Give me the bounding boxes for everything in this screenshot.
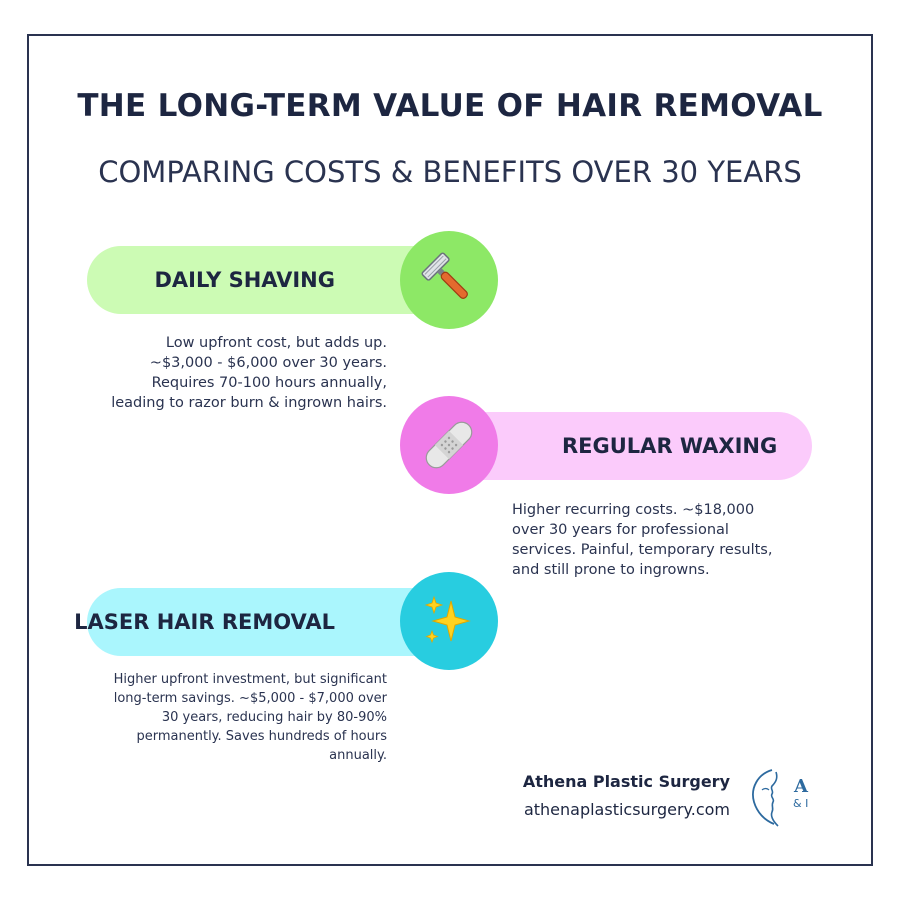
waxing-circle	[400, 396, 498, 494]
laser-description: Higher upfront investment, but significa…	[87, 670, 387, 765]
laser-description-line: Higher upfront investment, but significa…	[113, 672, 387, 687]
infographic-frame	[27, 34, 873, 866]
waxing-description: Higher recurring costs. ~$18,000 over 30…	[512, 500, 812, 580]
page-title: THE LONG-TERM VALUE OF HAIR REMOVAL	[77, 88, 823, 124]
bandage-icon	[425, 421, 473, 469]
waxing-label: REGULAR WAXING	[562, 434, 778, 458]
waxing-description-line: services. Painful, temporary results,	[512, 542, 773, 558]
sparkles-icon	[424, 595, 471, 644]
laser-description-line: permanently. Saves hundreds of hours	[136, 729, 388, 744]
logo-letter: A	[794, 776, 808, 797]
laser-description-line: 30 years, reducing hair by 80-90%	[161, 710, 387, 725]
laser-circle	[400, 572, 498, 670]
shaving-description-line: Requires 70-100 hours annually,	[151, 375, 387, 391]
laser-label: LASER HAIR REMOVAL	[74, 610, 335, 634]
logo-subtext: & I	[793, 797, 809, 810]
waxing-pill: REGULAR WAXING	[450, 412, 812, 480]
waxing-description-line: and still prone to ingrowns.	[512, 562, 710, 578]
laser-description-line: long-term savings. ~$5,000 - $7,000 over	[113, 691, 387, 706]
website-link[interactable]: athenaplasticsurgery.com	[523, 800, 730, 819]
page-subtitle: COMPARING COSTS & BENEFITS OVER 30 YEARS	[98, 155, 802, 189]
razor-icon	[421, 252, 468, 299]
shaving-pill: DAILY SHAVING	[87, 246, 447, 314]
laser-pill: LASER HAIR REMOVAL	[74, 588, 447, 656]
waxing-description-line: Higher recurring costs. ~$18,000	[512, 502, 755, 518]
shaving-circle	[400, 231, 498, 329]
laser-description-line: annually.	[329, 748, 387, 763]
shaving-description-line: ~$3,000 - $6,000 over 30 years.	[149, 355, 387, 371]
shaving-description: Low upfront cost, but adds up. ~$3,000 -…	[87, 333, 387, 413]
shaving-description-line: Low upfront cost, but adds up.	[165, 335, 387, 351]
face-logo-icon	[752, 769, 779, 827]
shaving-description-line: leading to razor burn & ingrown hairs.	[111, 395, 387, 411]
brand-name: Athena Plastic Surgery	[522, 772, 730, 791]
shaving-label: DAILY SHAVING	[154, 268, 335, 292]
waxing-description-line: over 30 years for professional	[512, 522, 729, 538]
